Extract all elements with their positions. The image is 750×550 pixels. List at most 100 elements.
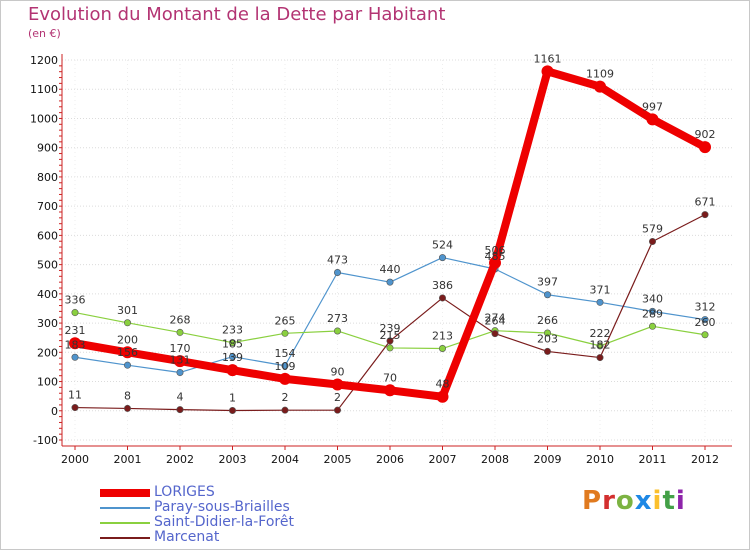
x-tick-label: 2003 <box>219 453 247 466</box>
data-point <box>386 278 394 286</box>
data-label: 340 <box>642 292 663 305</box>
data-label: 386 <box>432 279 453 292</box>
data-point <box>71 309 79 317</box>
y-tick-label: 900 <box>37 142 58 155</box>
y-tick-label: 400 <box>37 288 58 301</box>
x-tick-label: 2006 <box>376 453 404 466</box>
data-label: 902 <box>695 128 716 141</box>
data-point <box>124 361 132 369</box>
data-label: 274 <box>485 312 506 325</box>
x-tick-label: 2005 <box>324 453 352 466</box>
data-point <box>121 346 134 359</box>
data-label: 264 <box>485 315 506 328</box>
data-point <box>279 372 291 385</box>
data-point <box>596 342 604 350</box>
y-tick-label: 100 <box>37 376 58 389</box>
data-point <box>646 113 659 126</box>
data-label: 4 <box>177 391 184 404</box>
data-label: 139 <box>222 351 243 364</box>
y-tick-label: 700 <box>37 200 58 213</box>
data-label: 2 <box>282 391 289 404</box>
legend-swatch <box>100 521 150 524</box>
data-label: 185 <box>222 338 243 351</box>
data-point <box>281 406 289 414</box>
data-point <box>543 291 551 299</box>
data-label: 183 <box>65 338 86 351</box>
legend-item: Marcenat <box>100 530 294 545</box>
data-label: 485 <box>485 250 506 263</box>
data-label: 1161 <box>534 52 562 65</box>
legend-item: Saint-Didier-la-Forêt <box>100 515 294 530</box>
data-point <box>333 406 341 414</box>
data-point <box>229 353 237 361</box>
y-tick-label: 1000 <box>30 112 58 125</box>
data-point <box>281 329 289 337</box>
data-label: 273 <box>327 312 348 325</box>
data-label: 222 <box>590 327 611 340</box>
y-tick-label: 800 <box>37 171 58 184</box>
data-point <box>333 327 341 335</box>
x-tick-label: 2009 <box>534 453 562 466</box>
data-point <box>491 330 499 338</box>
x-tick-label: 2000 <box>61 453 89 466</box>
data-label: 182 <box>590 339 611 352</box>
data-point <box>648 238 656 246</box>
data-point <box>176 368 184 376</box>
data-label: 200 <box>117 333 138 346</box>
data-label: 215 <box>380 329 401 342</box>
data-label: 70 <box>383 371 397 384</box>
data-label: 154 <box>275 347 296 360</box>
x-tick-label: 2004 <box>271 453 299 466</box>
data-point <box>543 347 551 355</box>
x-tick-label: 2010 <box>586 453 614 466</box>
x-tick-label: 2002 <box>166 453 194 466</box>
data-point <box>438 345 446 353</box>
legend-label: Paray-sous-Briailles <box>154 499 290 515</box>
data-label: 265 <box>275 314 296 327</box>
data-label: 336 <box>65 294 86 307</box>
data-point <box>596 298 604 306</box>
data-label: 11 <box>68 389 82 402</box>
data-point <box>71 404 79 412</box>
data-point <box>386 337 394 345</box>
x-tick-label: 2001 <box>114 453 142 466</box>
data-point <box>648 307 656 315</box>
data-label: 1109 <box>586 68 614 81</box>
data-point <box>69 337 81 350</box>
data-point <box>331 378 344 391</box>
chart-unit-label: (en €) <box>28 27 61 40</box>
data-point <box>281 362 289 370</box>
data-point <box>124 319 132 327</box>
data-label: 231 <box>65 324 86 337</box>
data-label: 671 <box>695 196 716 209</box>
data-point <box>701 331 709 339</box>
data-label: 301 <box>117 304 138 317</box>
data-label: 440 <box>380 263 401 276</box>
data-label: 997 <box>642 100 663 113</box>
legend-label: Saint-Didier-la-Forêt <box>154 514 294 530</box>
data-label: 109 <box>275 360 296 373</box>
data-point <box>489 256 501 269</box>
data-point <box>229 406 237 414</box>
y-tick-label: 1100 <box>30 83 58 96</box>
data-point <box>174 355 186 368</box>
data-label: 131 <box>170 353 191 366</box>
x-tick-label: 2012 <box>691 453 719 466</box>
legend-label: Marcenat <box>154 529 220 545</box>
y-tick-label: 500 <box>37 259 58 272</box>
data-label: 156 <box>117 346 138 359</box>
data-label: 90 <box>331 365 345 378</box>
data-point <box>176 328 184 336</box>
data-point <box>699 141 711 154</box>
legend-swatch <box>100 536 150 539</box>
data-label: 579 <box>642 223 663 236</box>
data-label: 260 <box>695 316 716 329</box>
legend-item: LORIGES <box>100 485 294 500</box>
data-label: 524 <box>432 239 453 252</box>
legend-label: LORIGES <box>154 484 215 500</box>
data-label: 233 <box>222 324 243 337</box>
data-point <box>594 80 606 93</box>
data-point <box>596 354 604 362</box>
